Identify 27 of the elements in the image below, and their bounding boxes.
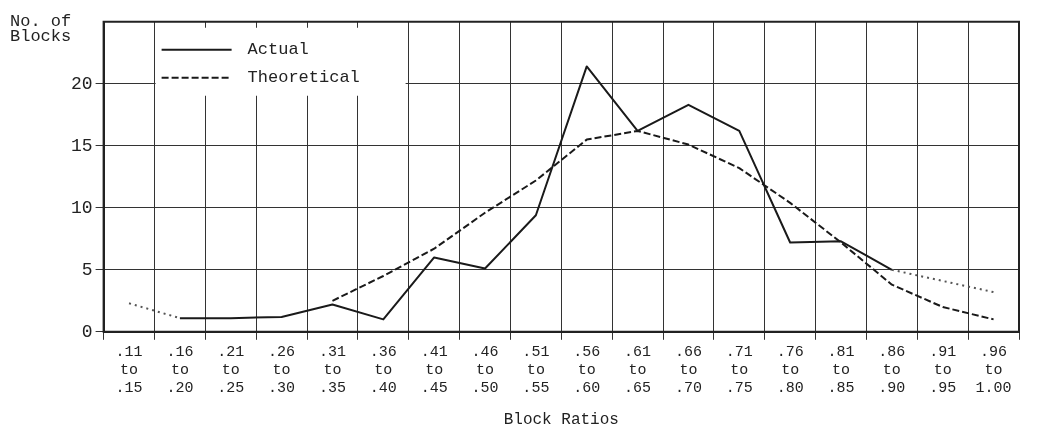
x-tick-label: .81 to .85	[827, 343, 855, 397]
x-tick-label: .31 to .35	[318, 343, 346, 397]
x-tick-label: .76 to .80	[776, 343, 804, 397]
x-tick-label: .86 to .90	[878, 343, 906, 397]
x-tick-label: .96 to 1.00	[975, 343, 1012, 397]
y-tick-label: 20	[70, 73, 93, 94]
x-tick-label: .61 to .65	[624, 343, 652, 397]
x-tick-label: .41 to .45	[420, 343, 448, 397]
x-tick-label: .46 to .50	[471, 343, 499, 397]
y-tick-label: 15	[70, 135, 93, 156]
y-tick-label: 5	[81, 259, 93, 280]
y-tick-label: 0	[81, 321, 93, 342]
x-tick-label: .11 to .15	[115, 343, 143, 397]
x-tick-label: .36 to .40	[369, 343, 397, 397]
x-tick-label: .56 to .60	[573, 343, 601, 397]
y-axis-title: No. of Blocks	[10, 12, 73, 46]
legend-label: Theoretical	[247, 68, 360, 88]
x-tick-label: .66 to .70	[674, 343, 702, 397]
y-tick-label: 10	[70, 197, 93, 218]
x-axis-title: Block Ratios	[503, 410, 619, 429]
x-tick-label: .21 to .25	[217, 343, 245, 397]
x-tick-label: .26 to .30	[268, 343, 296, 397]
legend-label: Actual	[247, 40, 309, 60]
x-tick-label: .91 to .95	[929, 343, 957, 397]
x-tick-label: .71 to .75	[725, 343, 753, 397]
x-tick-label: .51 to .55	[522, 343, 550, 397]
x-tick-label: .16 to .20	[166, 343, 194, 397]
